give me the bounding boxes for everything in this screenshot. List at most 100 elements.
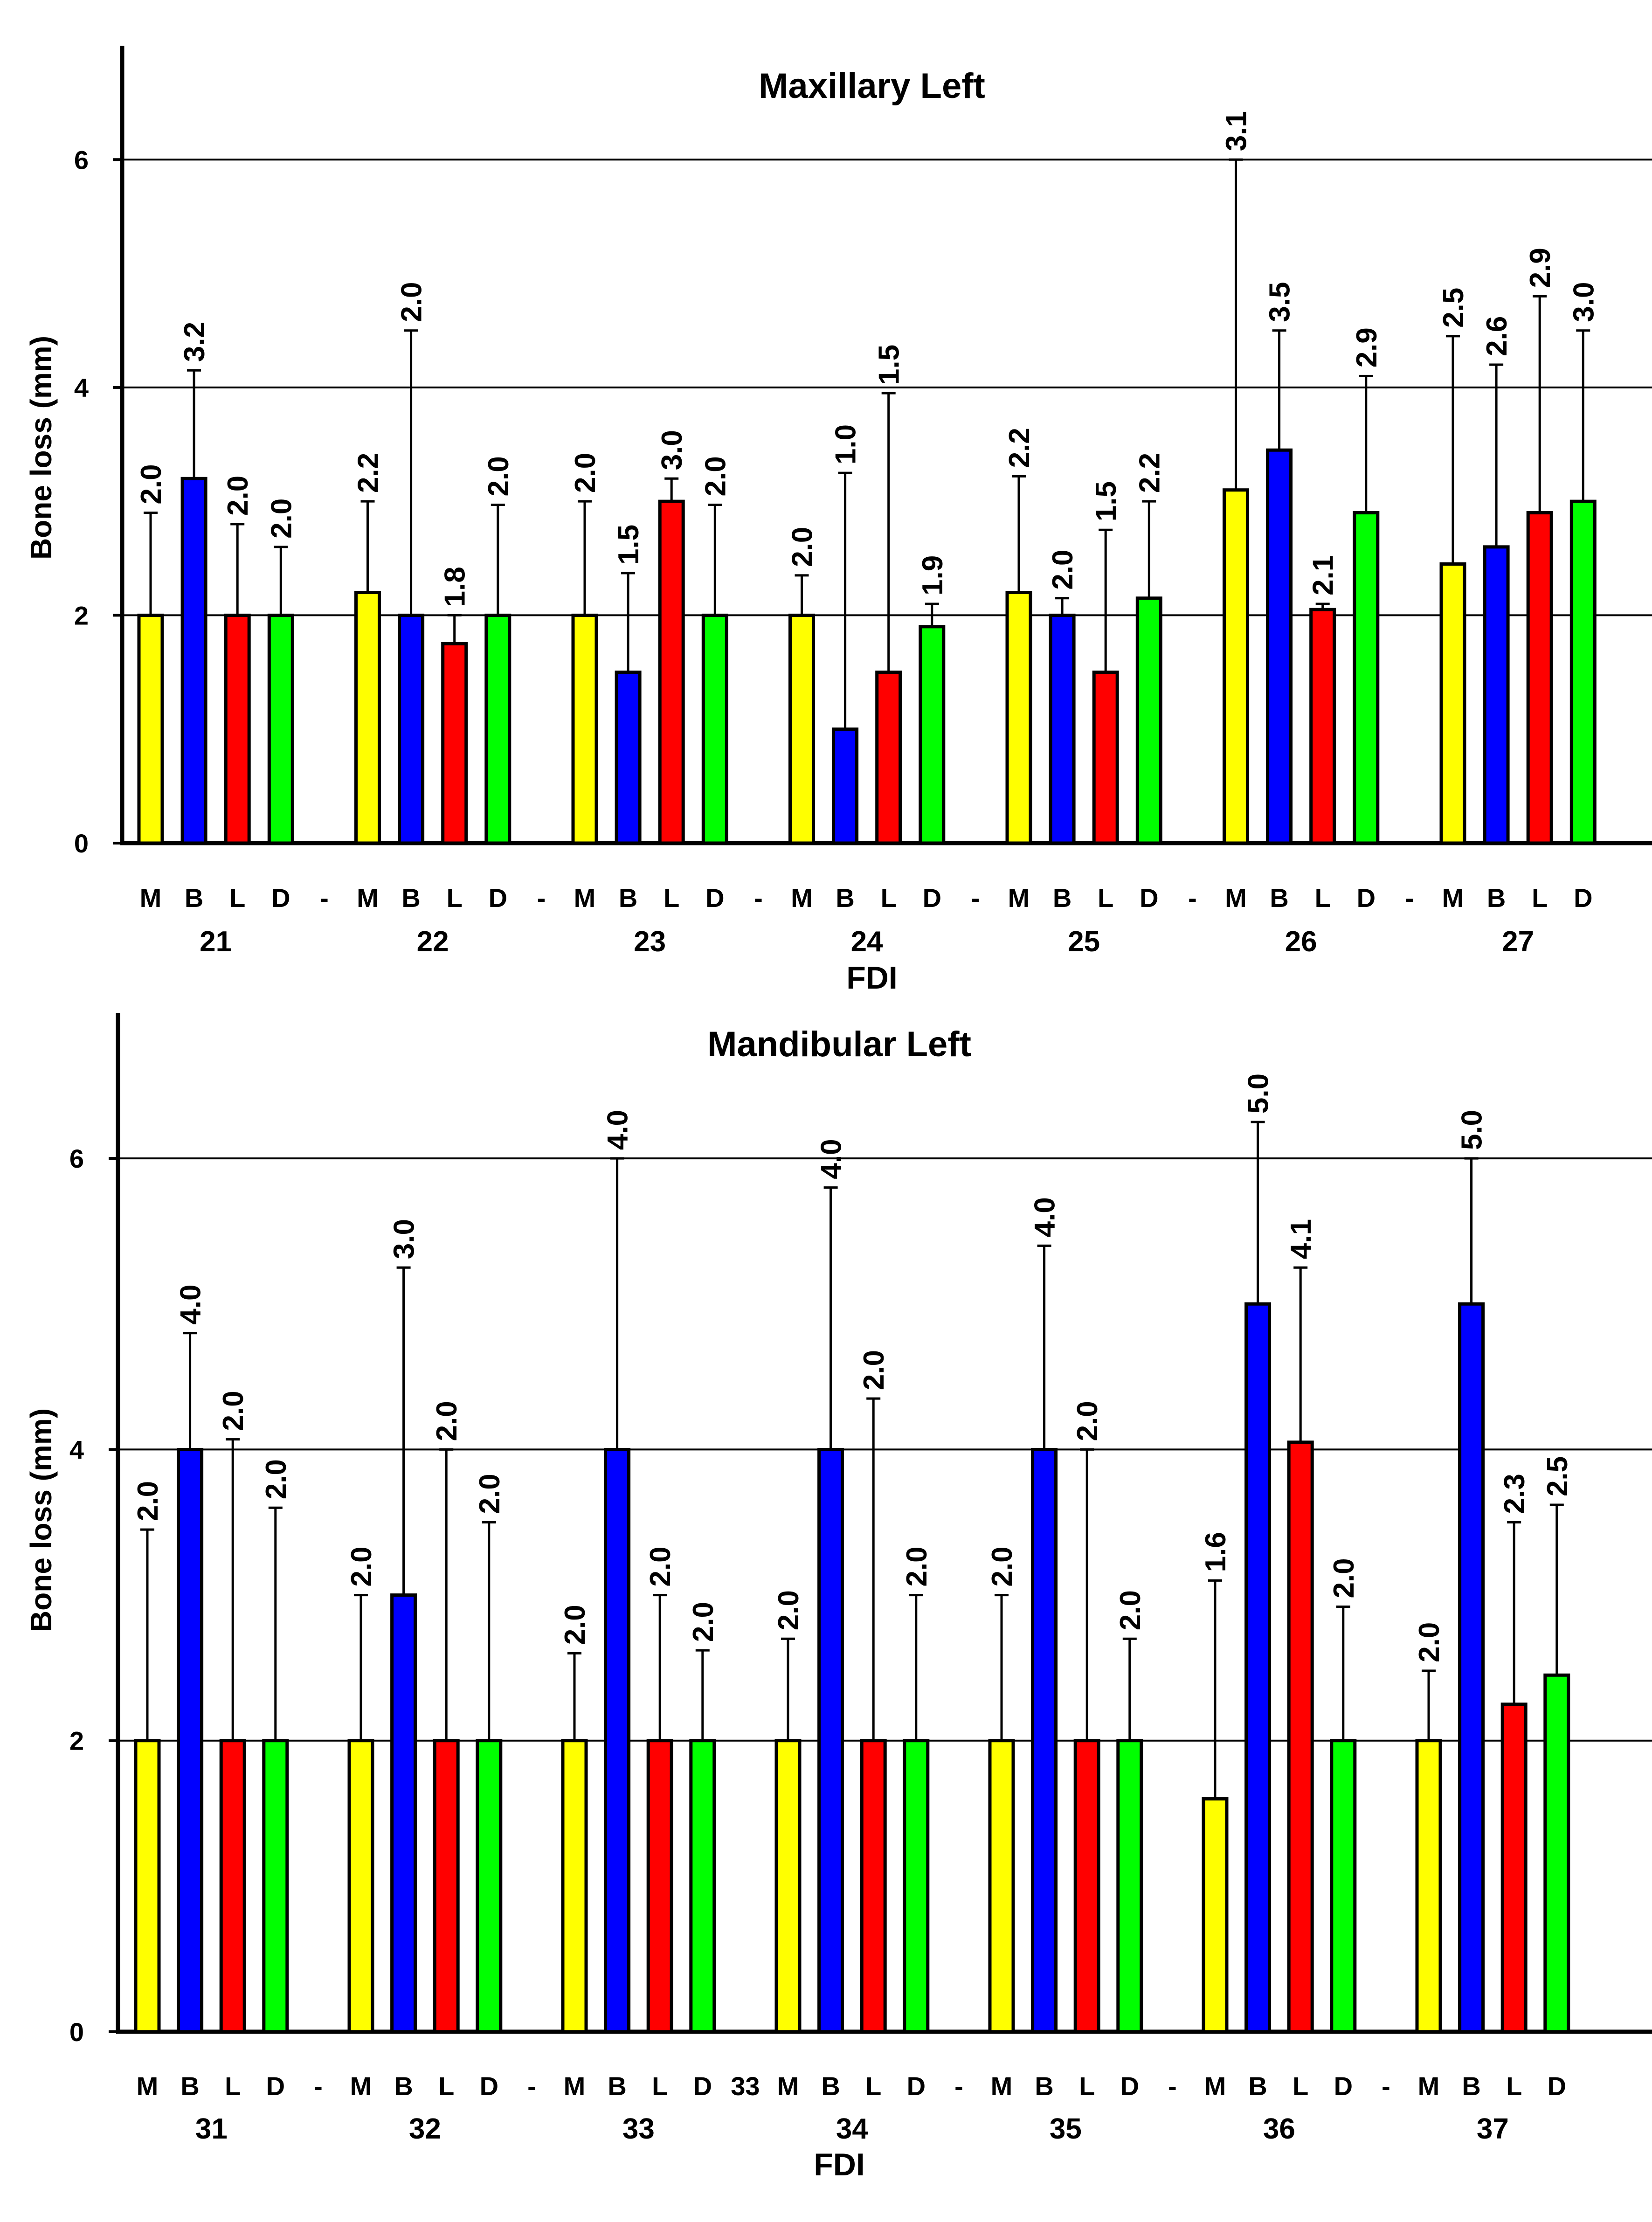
maxillary-bar-26-M — [1223, 488, 1249, 845]
maxillary-category-label-23-B: B — [619, 883, 637, 913]
mandibular-bar-36-L — [1287, 1440, 1314, 2034]
mandibular-data-label-31-B: 4.0 — [175, 1285, 207, 1325]
mandibular-bar-34-L — [860, 1739, 887, 2034]
maxillary-bar-27-D — [1569, 499, 1597, 845]
maxillary-bar-22-M — [354, 591, 381, 845]
maxillary-y-axis-label: Bone loss (mm) — [24, 336, 58, 560]
mandibular-category-label-31-L: L — [225, 2071, 241, 2101]
maxillary-separator-label: - — [320, 883, 329, 913]
maxillary-category-label-26-B: B — [1270, 883, 1288, 913]
mandibular-ytick-label: 0 — [69, 2017, 84, 2047]
mandibular-tooth-label-34: 34 — [836, 2113, 868, 2145]
maxillary-bar-27-M — [1439, 562, 1466, 845]
maxillary-category-label-24-L: L — [881, 883, 897, 913]
maxillary-bar-21-L — [224, 613, 251, 845]
maxillary-data-label-24-B: 1.0 — [830, 424, 862, 464]
mandibular-data-label-37-L: 2.3 — [1499, 1474, 1531, 1514]
mandibular-category-label-33-L: L — [652, 2071, 668, 2101]
maxillary-bar-23-M — [571, 613, 598, 845]
maxillary-bar-23-D — [701, 613, 728, 845]
mandibular-tooth-label-36: 36 — [1263, 2113, 1295, 2145]
maxillary-bar-24-M — [788, 613, 815, 845]
maxillary-data-label-27-M: 2.5 — [1438, 288, 1470, 328]
mandibular-ytick-label: 2 — [69, 1726, 84, 1756]
mandibular-category-label-36-B: B — [1248, 2071, 1267, 2101]
mandibular-data-label-32-D: 2.0 — [474, 1474, 506, 1514]
maxillary-bar-25-M — [1005, 591, 1032, 845]
mandibular-data-label-31-L: 2.0 — [217, 1391, 249, 1431]
mandibular-category-label-35-L: L — [1079, 2071, 1095, 2101]
maxillary-data-label-22-B: 2.0 — [396, 282, 428, 322]
mandibular-bar-33-B — [604, 1447, 631, 2034]
mandibular-category-label-34-D: D — [907, 2071, 926, 2101]
mandibular-category-label-32-L: L — [438, 2071, 454, 2101]
mandibular-data-label-31-D: 2.0 — [260, 1459, 292, 1499]
maxillary-bar-25-B — [1049, 613, 1076, 845]
maxillary-data-label-23-B: 1.5 — [613, 525, 645, 565]
maxillary-tooth-label-27: 27 — [1502, 926, 1534, 958]
mandibular-category-label-36-D: D — [1334, 2071, 1353, 2101]
maxillary-data-label-27-B: 2.6 — [1481, 316, 1513, 356]
maxillary-category-label-25-B: B — [1053, 883, 1071, 913]
maxillary-data-label-27-L: 2.9 — [1524, 248, 1556, 288]
mandibular-separator-label: - — [1168, 2071, 1177, 2101]
mandibular-data-label-33-L: 2.0 — [644, 1546, 677, 1586]
maxillary-ytick-label: 6 — [74, 145, 89, 174]
mandibular-bar-37-D — [1543, 1673, 1570, 2034]
mandibular-chart-title: Mandibular Left — [707, 1024, 971, 1064]
mandibular-data-label-33-B: 4.0 — [602, 1110, 634, 1150]
mandibular-data-label-37-D: 2.5 — [1541, 1456, 1574, 1496]
maxillary-bar-24-L — [875, 671, 902, 845]
mandibular-data-label-35-D: 2.0 — [1114, 1590, 1147, 1630]
mandibular-category-label-37-D: D — [1548, 2071, 1566, 2101]
mandibular-category-label-33-M: M — [564, 2071, 586, 2101]
mandibular-category-label-36-M: M — [1204, 2071, 1226, 2101]
mandibular-data-label-34-D: 2.0 — [901, 1546, 933, 1586]
maxillary-category-label-25-D: D — [1140, 883, 1158, 913]
mandibular-data-label-32-L: 2.0 — [431, 1401, 463, 1441]
maxillary-data-label-25-B: 2.0 — [1047, 550, 1079, 590]
maxillary-tooth-label-23: 23 — [634, 926, 666, 958]
mandibular-tooth-label-37: 37 — [1477, 2113, 1509, 2145]
mandibular-category-label-33-B: B — [608, 2071, 626, 2101]
maxillary-category-label-27-D: D — [1574, 883, 1592, 913]
maxillary-chart-title: Maxillary Left — [759, 66, 985, 106]
mandibular-bar-32-L — [433, 1739, 460, 2034]
mandibular-category-label-37-L: L — [1506, 2071, 1522, 2101]
maxillary-data-label-26-M: 3.1 — [1221, 111, 1253, 151]
mandibular-separator-label: - — [1382, 2071, 1390, 2101]
mandibular-bar-35-D — [1116, 1739, 1143, 2034]
maxillary-bar-24-D — [919, 625, 946, 845]
mandibular-data-label-37-B: 5.0 — [1456, 1110, 1488, 1150]
maxillary-separator-label: - — [1405, 883, 1414, 913]
mandibular-category-label-35-B: B — [1035, 2071, 1053, 2101]
maxillary-data-label-22-M: 2.2 — [353, 453, 385, 493]
mandibular-category-label-32-B: B — [394, 2071, 413, 2101]
maxillary-tooth-label-26: 26 — [1285, 926, 1317, 958]
maxillary-tooth-label-22: 22 — [417, 926, 449, 958]
maxillary-category-label-24-B: B — [836, 883, 854, 913]
maxillary-bar-22-B — [398, 613, 425, 845]
maxillary-tooth-label-24: 24 — [851, 926, 883, 958]
maxillary-category-label-25-L: L — [1098, 883, 1113, 913]
maxillary-data-label-22-L: 1.8 — [439, 567, 471, 607]
mandibular-bar-37-B — [1458, 1302, 1485, 2034]
maxillary-category-label-24-M: M — [791, 883, 813, 913]
maxillary-category-label-21-B: B — [185, 883, 203, 913]
maxillary-data-label-21-B: 3.2 — [179, 322, 211, 362]
maxillary-data-label-23-D: 2.0 — [699, 456, 732, 496]
mandibular-data-label-33-M: 2.0 — [559, 1605, 591, 1645]
mandibular-bar-34-B — [817, 1447, 844, 2034]
mandibular-bar-34-M — [774, 1739, 802, 2034]
mandibular-category-label-37-B: B — [1462, 2071, 1480, 2101]
mandibular-bar-36-D — [1330, 1739, 1357, 2034]
maxillary-bar-27-L — [1526, 511, 1553, 845]
mandibular-tooth-label-33: 33 — [622, 2113, 655, 2145]
mandibular-bar-33-M — [561, 1739, 588, 2034]
maxillary-separator-label: - — [754, 883, 763, 913]
maxillary-separator-label: - — [971, 883, 980, 913]
mandibular-separator-label: - — [527, 2071, 536, 2101]
maxillary-category-label-23-D: D — [705, 883, 724, 913]
mandibular-bar-35-B — [1031, 1447, 1058, 2034]
